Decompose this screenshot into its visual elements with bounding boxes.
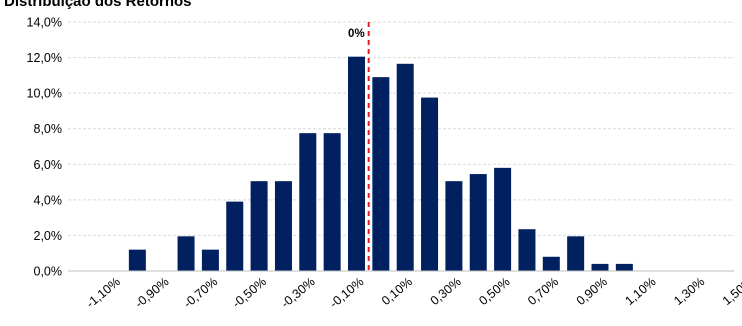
bar-0,10% bbox=[396, 63, 414, 271]
bar--0,60% bbox=[226, 201, 244, 271]
x-tick-label: 0,70% bbox=[525, 275, 561, 309]
bar--0,80% bbox=[177, 236, 195, 271]
chart-title: Distribuição dos Retornos bbox=[4, 0, 192, 10]
x-tick-label: -1,10% bbox=[84, 275, 123, 311]
x-tick-label: 0,90% bbox=[574, 275, 610, 309]
x-axis-tick-labels: -1,10% -0,90% -0,70% -0,50% -0,30% -0,10% 0,10… bbox=[84, 275, 742, 311]
bar-0,70% bbox=[542, 256, 560, 271]
y-tick-label: 6,0% bbox=[34, 158, 63, 172]
y-tick-label: 10,0% bbox=[27, 87, 62, 101]
zero-label: 0% bbox=[348, 28, 365, 40]
x-tick-label: -0,90% bbox=[132, 275, 171, 311]
bar--0,30% bbox=[299, 133, 317, 271]
bar-0,40% bbox=[469, 174, 487, 271]
x-tick-label: 1,30% bbox=[671, 275, 707, 309]
y-tick-label: 4,0% bbox=[34, 193, 63, 207]
bar--0,40% bbox=[274, 181, 292, 271]
bar-0,20% bbox=[421, 97, 439, 271]
bars bbox=[128, 56, 633, 272]
y-tick-label: 0,0% bbox=[34, 265, 63, 279]
gridlines bbox=[68, 21, 734, 236]
bar--0,20% bbox=[323, 133, 341, 271]
x-tick-label: 1,50% bbox=[720, 275, 742, 309]
y-tick-label: 12,0% bbox=[27, 51, 62, 65]
bar-0,80% bbox=[567, 236, 585, 271]
y-tick-label: 14,0% bbox=[27, 16, 62, 30]
zero-marker: 0% bbox=[348, 22, 370, 271]
bar-0,00% bbox=[372, 77, 390, 271]
bar--1,00% bbox=[128, 249, 146, 271]
x-tick-label: -0,10% bbox=[327, 275, 366, 311]
x-tick-label: 1,10% bbox=[622, 275, 658, 309]
x-tick-label: 0,50% bbox=[476, 275, 512, 309]
y-tick-label: 2,0% bbox=[34, 229, 63, 243]
bar-1,00% bbox=[615, 263, 633, 271]
bar--0,10% bbox=[348, 56, 365, 272]
bar--0,50% bbox=[250, 181, 268, 271]
y-axis-tick-labels: 0,0% 2,0% 4,0% 6,0% 8,0% 10,0% 12,0% 14,0% bbox=[27, 16, 62, 279]
x-tick-label: -0,70% bbox=[181, 275, 220, 311]
x-tick-label: 0,10% bbox=[379, 275, 415, 309]
bar-0,60% bbox=[518, 229, 536, 271]
bar-0,90% bbox=[591, 263, 609, 271]
bar-0,30% bbox=[445, 181, 463, 271]
x-tick-label: -0,30% bbox=[278, 275, 317, 311]
bar-0,50% bbox=[494, 167, 512, 271]
x-tick-label: -0,50% bbox=[230, 275, 269, 311]
y-tick-label: 8,0% bbox=[34, 122, 63, 136]
bar--0,70% bbox=[201, 249, 219, 271]
x-tick-label: 0,30% bbox=[428, 275, 464, 309]
